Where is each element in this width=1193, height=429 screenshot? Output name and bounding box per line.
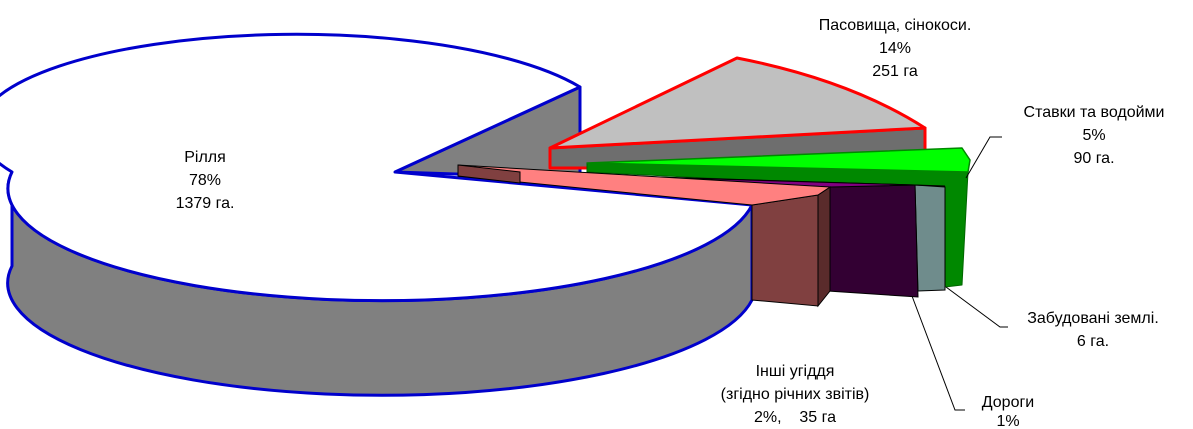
slice-inshi-cut-face [457,164,521,184]
slice-pasovyshcha [548,56,927,170]
data-label-pasovyshcha: Пасовища, сінокоси. 14% 251 га [819,17,972,80]
data-label-zabudovani-line-2: 6 га. [1077,333,1109,350]
data-label-inshi-line-3: 2%, 35 га [754,409,836,426]
leader-line-dorogy [911,295,965,411]
data-label-rillia-line-1: Рілля [184,149,226,166]
data-label-inshi-line-2: (згідно річних звітів) [721,386,870,403]
slice-stavky [586,147,971,288]
slice-pasovyshcha-top [548,56,927,150]
leader-line-stavky [965,136,1002,179]
data-label-stavky: Ставки та водойми 5% 90 га. [1024,104,1165,167]
data-label-stavky-line-1: Ставки та водойми [1024,104,1165,121]
data-label-dorogy-line-2: 1% [996,413,1019,429]
leader-line-zabudovani [945,286,1008,328]
data-label-zabudovani-line-1: Забудовані землі. [1027,310,1159,327]
data-label-inshi-line-1: Інші угіддя [756,363,835,380]
data-label-rillia-line-3: 1379 га. [176,195,235,212]
data-label-rillia: Рілля 78% 1379 га. [176,149,235,212]
slice-dorogy-front [827,184,919,298]
slice-rillia [0,32,754,397]
data-label-pasovyshcha-line-3: 251 га [872,63,918,80]
slice-rillia-top [0,32,754,303]
slice-inshi-side-face [817,186,831,308]
data-label-stavky-line-2: 5% [1082,127,1105,144]
data-label-zabudovani: Забудовані землі. 6 га. [1027,310,1159,350]
slice-stavky-top [586,147,971,173]
data-label-rillia-line-2: 78% [189,172,221,189]
slice-zabudovani-front [914,184,946,292]
data-label-dorogy: Дороги 1% [982,394,1034,429]
slice-inshi-front [751,194,819,307]
data-label-pasovyshcha-line-2: 14% [879,40,911,57]
data-label-inshi: Інші угіддя (згідно річних звітів) 2%, 3… [721,363,870,426]
slice-inshi [457,164,832,308]
data-label-dorogy-line-1: Дороги [982,394,1034,411]
data-label-stavky-line-3: 90 га. [1073,150,1114,167]
data-label-pasovyshcha-line-1: Пасовища, сінокоси. [819,17,972,34]
